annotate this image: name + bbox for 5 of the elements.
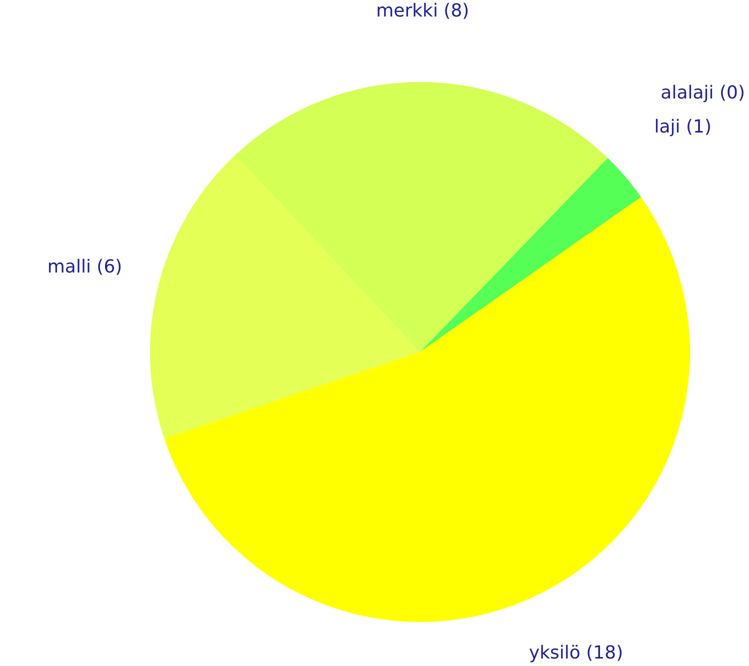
slice-label: laji (1) <box>654 116 712 138</box>
slice-label: malli (6) <box>47 256 122 278</box>
category-label: alalaji (0) <box>660 82 746 104</box>
slice-label: yksilö (18) <box>528 642 624 664</box>
slice-label: merkki (8) <box>376 0 470 22</box>
